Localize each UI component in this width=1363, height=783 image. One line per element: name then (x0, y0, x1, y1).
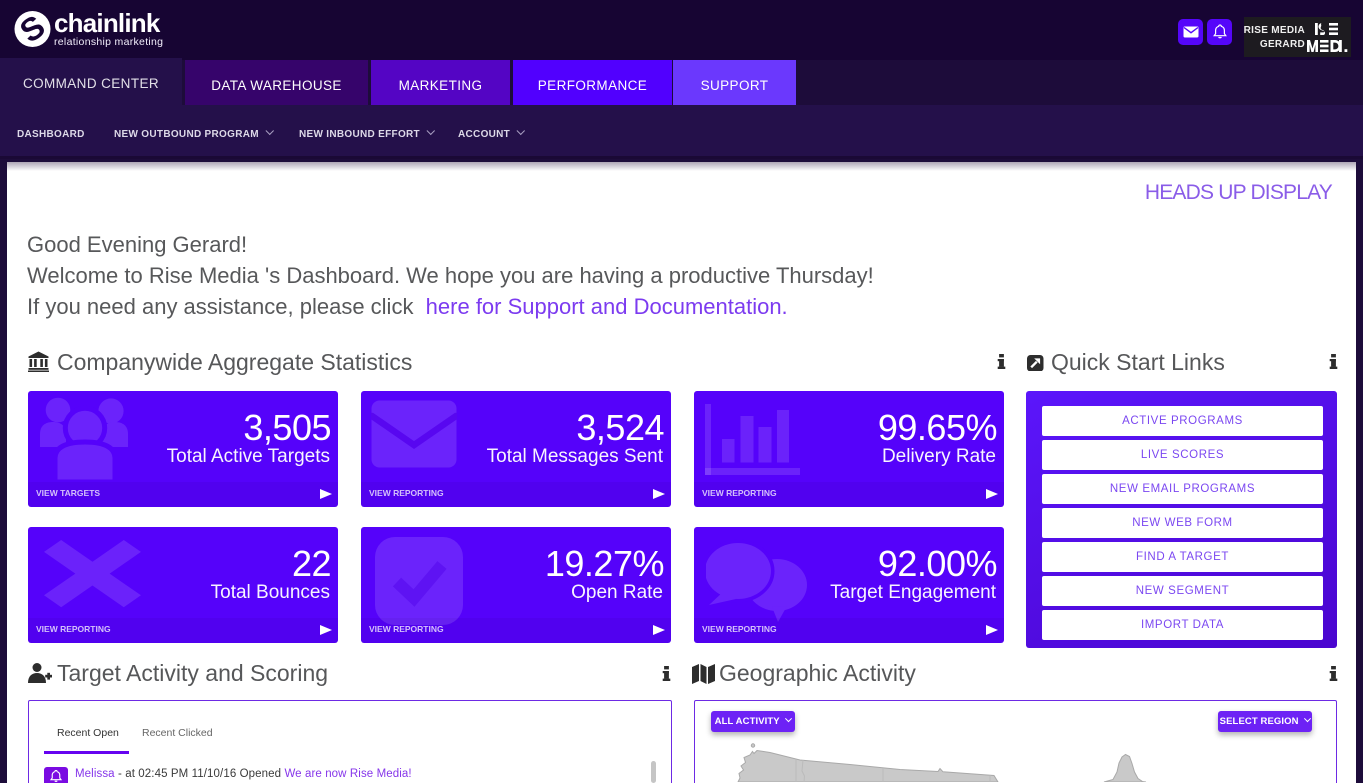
svg-text:S: S (14, 10, 51, 48)
